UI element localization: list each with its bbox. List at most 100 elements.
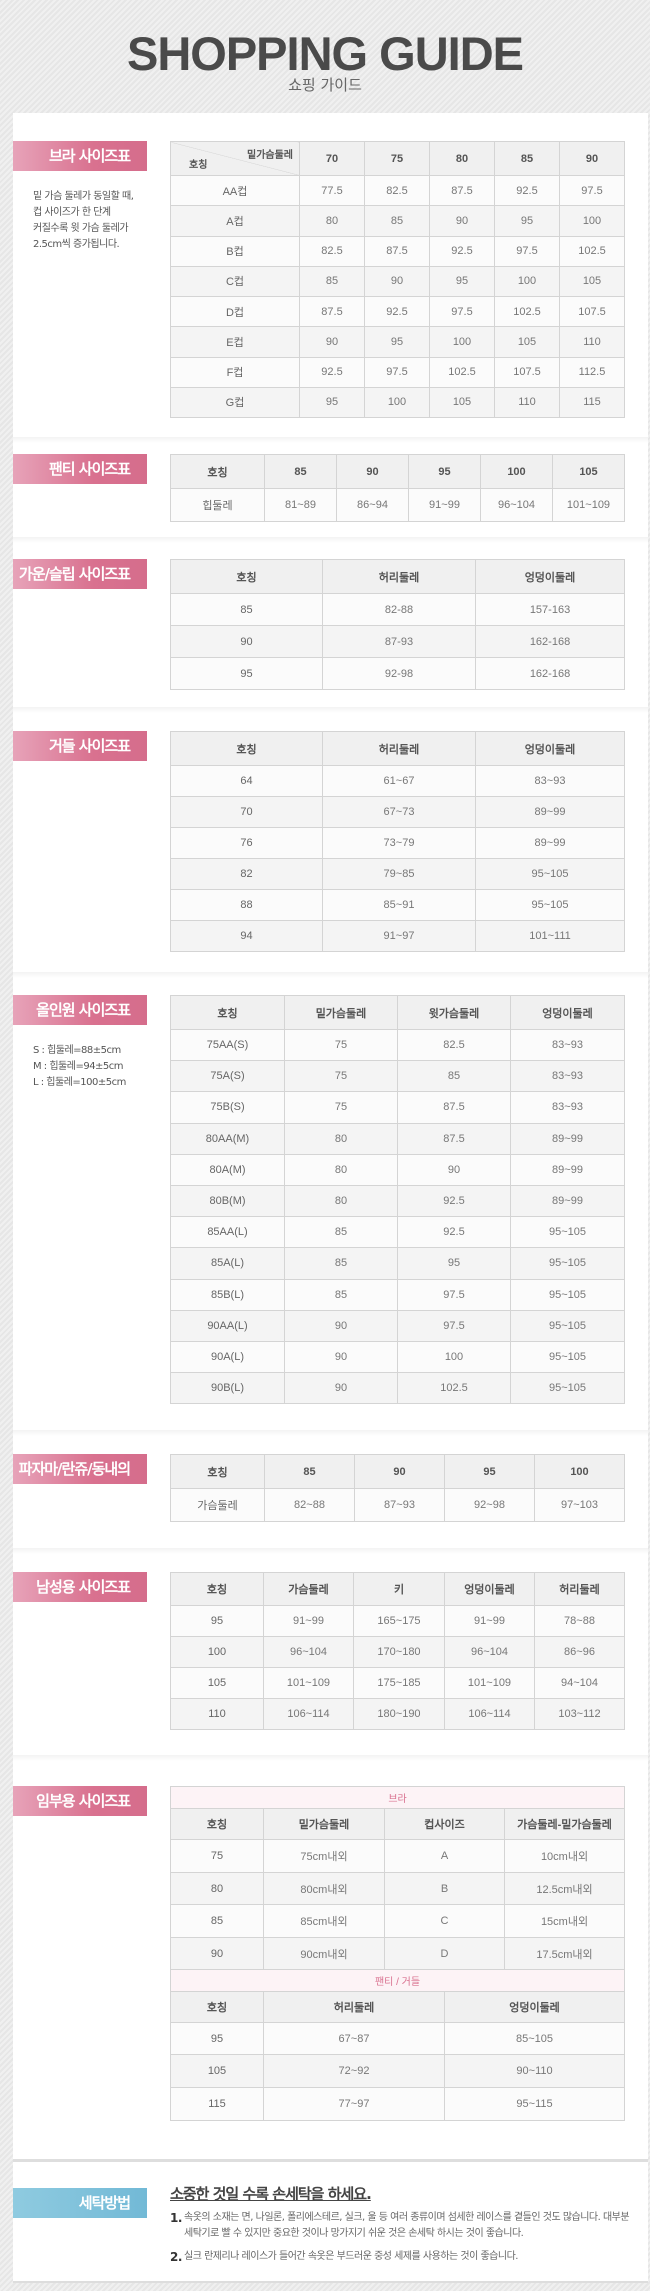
value-cell: 90 <box>284 1340 398 1374</box>
value-cell: 82~88 <box>264 1488 355 1522</box>
column-header: 윗가슴둘레 <box>397 995 511 1030</box>
table-row: 75B(S) 75 87.5 83~93 <box>170 1091 625 1124</box>
row-label-cell: 85AA(L) <box>170 1216 285 1249</box>
table-row: 90B(L) 90 102.5 95~105 <box>170 1372 625 1405</box>
value-cell: 83~93 <box>510 1091 625 1124</box>
column-header: 엉덩이둘레 <box>443 1990 626 2023</box>
row-label-cell: 80AA(M) <box>170 1122 285 1155</box>
column-header: 엉덩이둘레 <box>475 559 625 594</box>
table-row: AA컵 77.5 82.5 87.5 92.5 97.5 <box>170 174 625 207</box>
value-cell: 107.5 <box>559 295 625 328</box>
row-label-cell: 105 <box>170 2054 264 2089</box>
value-cell: 92.5 <box>494 174 560 207</box>
men-size-table: 호칭 가슴둘레 키 엉덩이둘레 허리둘레 95 91~99 165~175 91~99 78~88… <box>170 1572 625 1730</box>
column-header: 80 <box>429 141 495 176</box>
value-cell: A <box>384 1839 505 1873</box>
value-cell: 73~79 <box>322 827 476 859</box>
column-header: 95 <box>408 454 481 489</box>
note-line: 컵 사이즈가 한 단계 <box>33 207 111 218</box>
row-label-cell: C컵 <box>170 265 300 298</box>
column-header: 70 <box>299 141 365 176</box>
value-cell: 87.5 <box>364 235 430 267</box>
value-cell: 97.5 <box>559 174 625 207</box>
value-cell: 77.5 <box>299 174 365 207</box>
value-cell: 75cm내외 <box>263 1839 385 1873</box>
value-cell: 80 <box>284 1184 398 1218</box>
section-divider <box>13 1430 648 1436</box>
value-cell: C <box>384 1904 505 1939</box>
note-line: 2.5cm씩 증가됩니다. <box>33 239 120 250</box>
value-cell: 115 <box>559 386 625 419</box>
section-label-washing: 세탁방법 <box>13 2188 147 2218</box>
table-band-title: 팬티 / 거들 <box>169 1968 626 1992</box>
value-cell: 101~109 <box>263 1667 354 1699</box>
row-label-cell: G컵 <box>170 386 300 419</box>
value-cell: 90 <box>397 1153 511 1186</box>
column-header: 100 <box>480 454 553 489</box>
column-header: 허리둘레 <box>322 731 476 766</box>
value-cell: 96~104 <box>263 1636 354 1668</box>
diag-label-top: 밑가슴둘레 <box>247 150 293 161</box>
column-header: 엉덩이둘레 <box>475 731 625 766</box>
washing-list: 1. 속옷의 소재는 면, 나일론, 폴리에스테르, 실크, 울 등 여러 종류… <box>170 2210 630 2272</box>
column-header: 허리둘레 <box>263 1990 445 2023</box>
value-cell: 106~114 <box>263 1698 354 1730</box>
row-label-cell: 90 <box>170 625 323 658</box>
table-row: C컵 85 90 95 100 105 <box>170 265 625 298</box>
table-row: 70 67~73 89~99 <box>170 796 625 828</box>
row-label-cell: 90AA(L) <box>170 1309 285 1342</box>
section-label-men: 남성용 사이즈표 <box>13 1572 147 1602</box>
table-row: 90 90cm내외 D 17.5cm내외 <box>170 1937 626 1971</box>
section-label-panty: 팬티 사이즈표 <box>13 454 147 484</box>
table-row: E컵 90 95 100 105 110 <box>170 326 625 358</box>
allinone-size-table: 호칭 밑가슴둘레 윗가슴둘레 엉덩이둘레 75AA(S) 75 82.5 83~93 75A(S… <box>170 995 625 1405</box>
column-header: 90 <box>559 141 625 176</box>
value-cell: 180~190 <box>353 1698 445 1730</box>
column-header: 105 <box>552 454 625 489</box>
value-cell: 77~97 <box>263 2087 445 2121</box>
row-label-cell: 95 <box>170 657 323 690</box>
row-label-cell: 105 <box>170 1667 264 1699</box>
value-cell: 87.5 <box>397 1091 511 1124</box>
table-row: 80B(M) 80 92.5 89~99 <box>170 1184 625 1218</box>
row-label-cell: 88 <box>170 889 323 921</box>
value-cell: 87~93 <box>354 1488 445 1522</box>
row-label-cell: 90B(L) <box>170 1372 285 1405</box>
value-cell: 85cm내외 <box>263 1904 385 1939</box>
table-row: 80A(M) 80 90 89~99 <box>170 1153 625 1186</box>
value-cell: 82.5 <box>397 1028 511 1062</box>
section-divider <box>13 437 648 443</box>
value-cell: 162-168 <box>475 625 625 658</box>
row-label-cell: 85A(L) <box>170 1247 285 1280</box>
row-label-cell: AA컵 <box>170 174 300 207</box>
washing-item: 1. 속옷의 소재는 면, 나일론, 폴리에스테르, 실크, 울 등 여러 종류… <box>170 2210 630 2242</box>
table-band-row: 브라 <box>169 1786 626 1809</box>
value-cell: 92.5 <box>429 235 495 267</box>
column-header: 90 <box>336 454 409 489</box>
column-header: 허리둘레 <box>322 559 476 594</box>
row-label-cell: E컵 <box>170 326 300 358</box>
maternity-size-table: 팬티 / 거들 호칭 허리둘레 엉덩이둘레 95 67~87 85~105 105 72~92 9… <box>169 1968 626 2121</box>
value-cell: 86~96 <box>534 1636 625 1668</box>
value-cell: 90~110 <box>443 2054 626 2089</box>
value-cell: 92~98 <box>444 1488 535 1522</box>
value-cell: 175~185 <box>353 1667 445 1699</box>
value-cell: 17.5cm내외 <box>503 1937 626 1971</box>
value-cell: 87-93 <box>322 625 476 658</box>
value-cell: 101~109 <box>552 488 625 522</box>
column-header: 호칭 <box>170 1808 264 1840</box>
washing-item-number: 1. <box>170 2211 182 2225</box>
value-cell: 91~97 <box>322 920 476 952</box>
table-row: 90A(L) 90 100 95~105 <box>170 1340 625 1374</box>
column-header: 밑가슴둘레 <box>284 995 398 1030</box>
row-label-cell: 76 <box>170 827 323 859</box>
table-row: 88 85~91 95~105 <box>170 889 625 921</box>
value-cell: 95~105 <box>475 889 625 921</box>
value-cell: 79~85 <box>322 858 476 890</box>
girdle-size-table: 호칭 허리둘레 엉덩이둘레 64 61~67 83~93 70 67~73 89~99 76 73~… <box>170 731 625 952</box>
value-cell: 97~103 <box>534 1488 625 1522</box>
value-cell: 100 <box>397 1340 511 1374</box>
value-cell: 100 <box>429 326 495 358</box>
column-header: 100 <box>534 1454 625 1489</box>
value-cell: 96~104 <box>480 488 553 522</box>
